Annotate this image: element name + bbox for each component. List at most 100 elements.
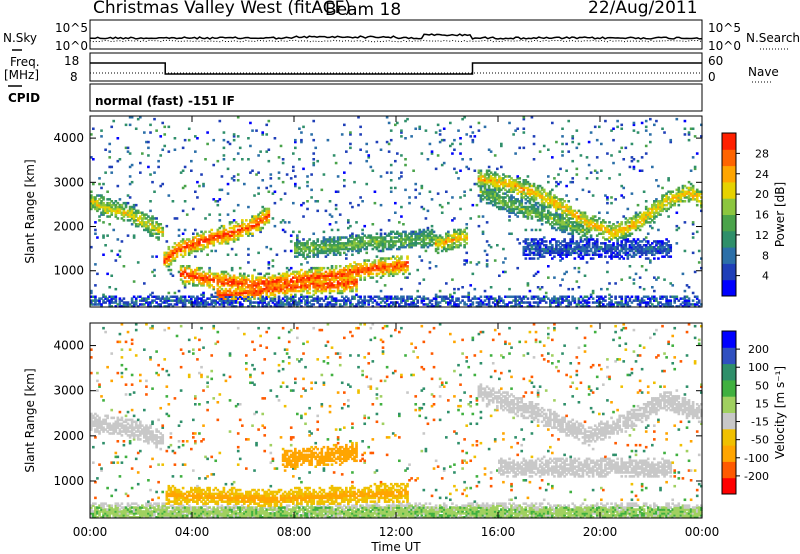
heat-cell [222, 240, 226, 243]
heat-cell [373, 240, 377, 243]
heat-cell [277, 282, 281, 285]
heat-cell [198, 282, 201, 285]
heat-cell [449, 244, 452, 247]
heat-cell [602, 305, 605, 308]
heat-cell [502, 198, 505, 201]
heat-cell [353, 268, 356, 272]
heat-cell [404, 301, 407, 304]
heat-cell [567, 119, 571, 123]
heat-cell [194, 299, 197, 302]
heat-cell [326, 305, 330, 308]
heat-cell [349, 282, 352, 285]
heat-cell [267, 295, 271, 299]
heat-cell [300, 299, 303, 302]
heat-cell [128, 165, 132, 169]
heat-cell [589, 228, 593, 232]
heat-cell [173, 303, 177, 306]
heat-cell [167, 253, 171, 257]
heat-cell [292, 286, 295, 289]
heat-cell [600, 221, 603, 224]
heat-cell [261, 282, 265, 285]
heat-cell [595, 171, 599, 174]
heat-cell [269, 287, 273, 291]
heat-cell [489, 245, 493, 249]
heat-cell [493, 179, 497, 182]
heat-cell [469, 125, 473, 129]
heat-cell [139, 171, 142, 174]
heat-cell [569, 238, 573, 241]
heat-cell [349, 146, 352, 150]
heat-cell [555, 221, 558, 224]
heat-cell [330, 286, 334, 289]
heat-cell [249, 221, 252, 224]
heat-cell [579, 213, 583, 216]
heat-cell [518, 177, 522, 180]
heat-cell [345, 303, 348, 306]
heat-cell [512, 299, 515, 302]
heat-cell [604, 238, 607, 241]
heat-cell [236, 228, 240, 232]
heat-cell [595, 247, 599, 251]
heat-cell [161, 301, 165, 304]
heat-cell [285, 286, 289, 289]
heat-cell [434, 305, 438, 308]
heat-cell [267, 282, 271, 285]
heat-cell [428, 238, 432, 241]
heat-cell [369, 270, 373, 274]
heat-cell [514, 301, 517, 304]
heat-cell [302, 289, 305, 293]
heat-cell [177, 234, 181, 237]
heat-cell [608, 303, 611, 306]
heat-cell [320, 303, 324, 306]
heat-cell [361, 265, 364, 268]
heat-cell [357, 270, 360, 274]
heat-cell [383, 263, 387, 266]
heat-cell [322, 266, 326, 270]
heat-cell [489, 286, 493, 289]
heat-cell [267, 261, 271, 264]
heat-cell [402, 263, 405, 266]
heat-cell [559, 200, 562, 203]
heat-cell [573, 215, 577, 218]
heat-cell [493, 182, 497, 186]
heat-cell [202, 305, 205, 308]
heat-cell [561, 224, 564, 228]
heat-cell [561, 221, 564, 224]
heat-cell [559, 221, 562, 224]
heat-cell [241, 303, 244, 306]
heat-cell [440, 163, 444, 167]
heat-cell [581, 247, 585, 251]
heat-cell [375, 247, 379, 251]
heat-cell [483, 192, 487, 195]
heat-cell [416, 289, 420, 293]
heat-cell [471, 301, 475, 304]
heat-cell [536, 190, 540, 194]
heat-cell [622, 232, 626, 236]
heat-cell [600, 255, 603, 258]
heat-cell [112, 119, 116, 123]
heat-cell [614, 282, 617, 285]
heat-cell [190, 249, 193, 253]
heat-cell [387, 142, 391, 146]
heat-cell [238, 291, 242, 295]
heat-cell [298, 280, 301, 283]
heat-cell [438, 242, 442, 245]
heat-cell [555, 247, 558, 251]
heat-cell [263, 284, 267, 287]
heat-cell [400, 301, 403, 304]
heat-cell [243, 280, 246, 283]
heat-cell [106, 209, 109, 213]
heat-cell [218, 236, 222, 239]
heat-cell [257, 293, 260, 297]
heat-cell [369, 238, 373, 241]
heat-cell [349, 161, 352, 165]
heat-cell [602, 224, 605, 228]
heat-cell [163, 263, 167, 266]
heat-cell [349, 131, 352, 134]
heat-cell [92, 200, 95, 203]
heat-cell [571, 251, 575, 255]
heat-cell [391, 261, 395, 264]
heat-cell [183, 297, 187, 300]
heat-cell [508, 179, 511, 182]
heat-cell [308, 268, 311, 272]
